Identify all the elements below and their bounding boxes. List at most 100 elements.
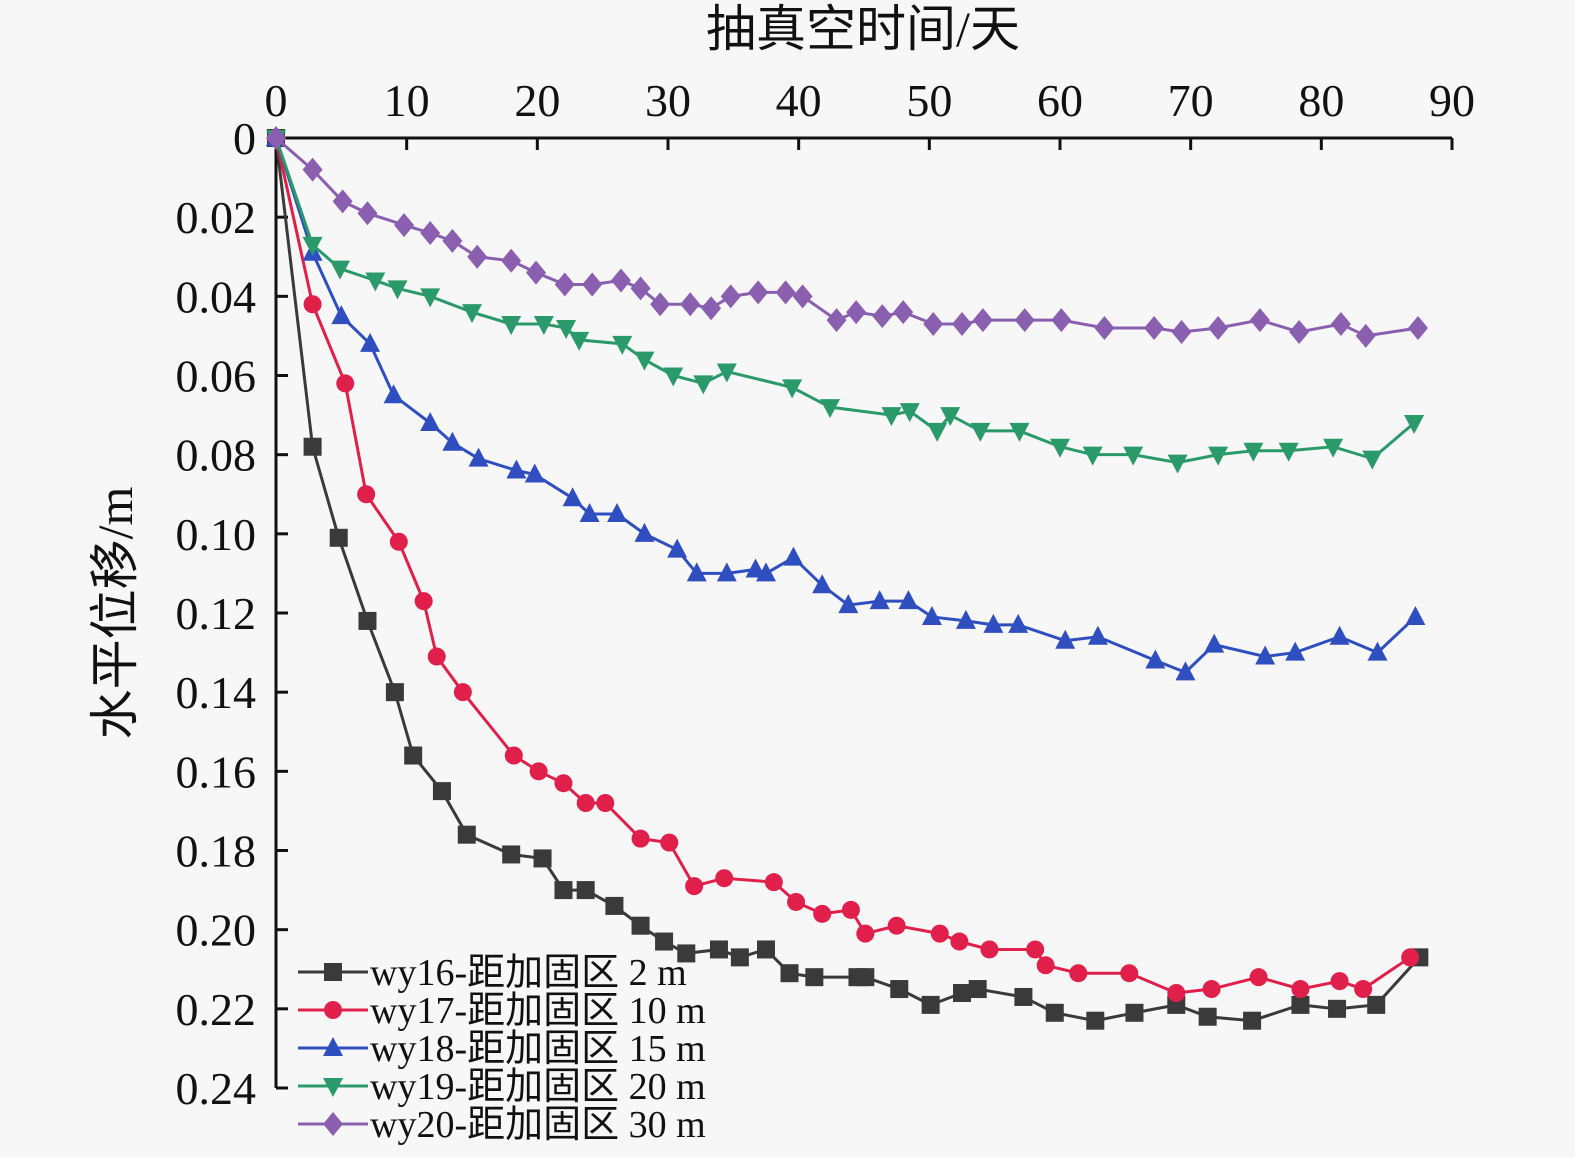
- data-point: [457, 825, 476, 844]
- data-point: [554, 774, 573, 793]
- x-tick-label: 10: [384, 75, 430, 126]
- data-point: [756, 562, 776, 582]
- data-point: [332, 189, 353, 214]
- data-point: [1208, 446, 1229, 466]
- data-point: [404, 746, 423, 765]
- data-point: [634, 351, 655, 371]
- legend-marker: [324, 1001, 342, 1019]
- data-point: [1285, 641, 1306, 661]
- data-point: [730, 948, 749, 967]
- data-point: [1014, 308, 1035, 333]
- data-point: [655, 932, 674, 951]
- legend-label: wy16-距加固区 2 m: [370, 952, 687, 994]
- series-line: [274, 137, 1416, 465]
- data-point: [331, 305, 352, 325]
- data-point: [856, 968, 875, 987]
- data-point: [663, 367, 684, 387]
- data-point: [757, 940, 775, 959]
- x-tick-label: 40: [776, 75, 822, 126]
- legend-item: wy17-距加固区 10 m: [298, 990, 706, 1032]
- data-point: [890, 980, 909, 999]
- data-point: [787, 892, 806, 911]
- data-point: [582, 272, 603, 297]
- data-point: [569, 331, 590, 351]
- data-point: [357, 485, 376, 504]
- data-point: [881, 407, 902, 427]
- data-point: [826, 308, 847, 333]
- data-point: [955, 609, 976, 629]
- data-point: [462, 304, 482, 324]
- data-point: [634, 522, 655, 542]
- legend-label: wy18-距加固区 15 m: [370, 1028, 706, 1070]
- data-point: [780, 964, 799, 983]
- data-point: [1051, 308, 1072, 333]
- data-point: [467, 244, 488, 269]
- legend-marker: [324, 963, 342, 981]
- data-point: [529, 762, 548, 781]
- data-point: [716, 562, 737, 582]
- data-point: [1014, 987, 1033, 1006]
- y-tick-label: 0: [233, 113, 256, 164]
- data-point: [930, 924, 949, 943]
- data-point: [775, 280, 796, 305]
- data-point: [856, 924, 875, 943]
- data-point: [872, 304, 893, 329]
- data-point: [869, 590, 890, 610]
- data-point: [303, 437, 322, 456]
- data-point: [686, 562, 707, 582]
- data-point: [812, 574, 833, 594]
- data-point: [576, 881, 595, 900]
- data-point: [365, 272, 386, 292]
- y-tick-label: 0.04: [176, 271, 257, 322]
- data-point: [1045, 1003, 1064, 1022]
- data-point: [266, 126, 286, 150]
- x-tick-label: 60: [1037, 75, 1083, 126]
- data-point: [385, 683, 404, 702]
- legend-label: wy17-距加固区 10 m: [370, 990, 706, 1032]
- data-point: [1323, 438, 1344, 458]
- data-point: [420, 288, 441, 308]
- data-point: [748, 280, 769, 305]
- x-tick-label: 50: [906, 75, 952, 126]
- series-4: [266, 130, 1425, 474]
- data-point: [302, 157, 323, 182]
- data-point: [432, 782, 451, 801]
- data-point: [1278, 442, 1299, 462]
- data-point: [631, 829, 650, 848]
- data-point: [1120, 964, 1139, 983]
- data-point: [442, 431, 463, 451]
- data-point: [329, 528, 348, 547]
- legend-item: wy19-距加固区 20 m: [298, 1066, 706, 1108]
- data-point: [394, 213, 415, 238]
- data-point: [453, 683, 472, 702]
- data-point: [1123, 446, 1144, 466]
- data-point: [1086, 1011, 1105, 1030]
- data-point: [533, 849, 552, 868]
- series-line: [274, 137, 1412, 995]
- data-point: [1145, 649, 1166, 669]
- data-point: [427, 647, 446, 666]
- y-tick-label: 0.24: [176, 1063, 257, 1114]
- data-point: [1408, 316, 1429, 340]
- data-point: [1243, 442, 1264, 462]
- data-point: [1329, 625, 1350, 645]
- data-point: [940, 407, 961, 427]
- data-point: [983, 613, 1004, 633]
- data-point: [360, 332, 381, 352]
- data-point: [1094, 316, 1115, 340]
- data-point: [846, 300, 867, 325]
- data-point: [501, 316, 522, 336]
- data-point: [303, 295, 322, 314]
- data-point: [783, 546, 804, 566]
- series-line: [274, 137, 1417, 675]
- data-point: [1354, 980, 1373, 999]
- data-point: [605, 896, 624, 915]
- y-tick-label: 0.12: [176, 588, 257, 639]
- data-point: [792, 284, 813, 309]
- data-point: [1008, 613, 1029, 633]
- data-point: [1243, 1011, 1262, 1030]
- y-tick-label: 0.16: [176, 746, 257, 797]
- data-point: [1404, 415, 1425, 434]
- data-point: [720, 284, 741, 309]
- data-point: [1291, 980, 1310, 999]
